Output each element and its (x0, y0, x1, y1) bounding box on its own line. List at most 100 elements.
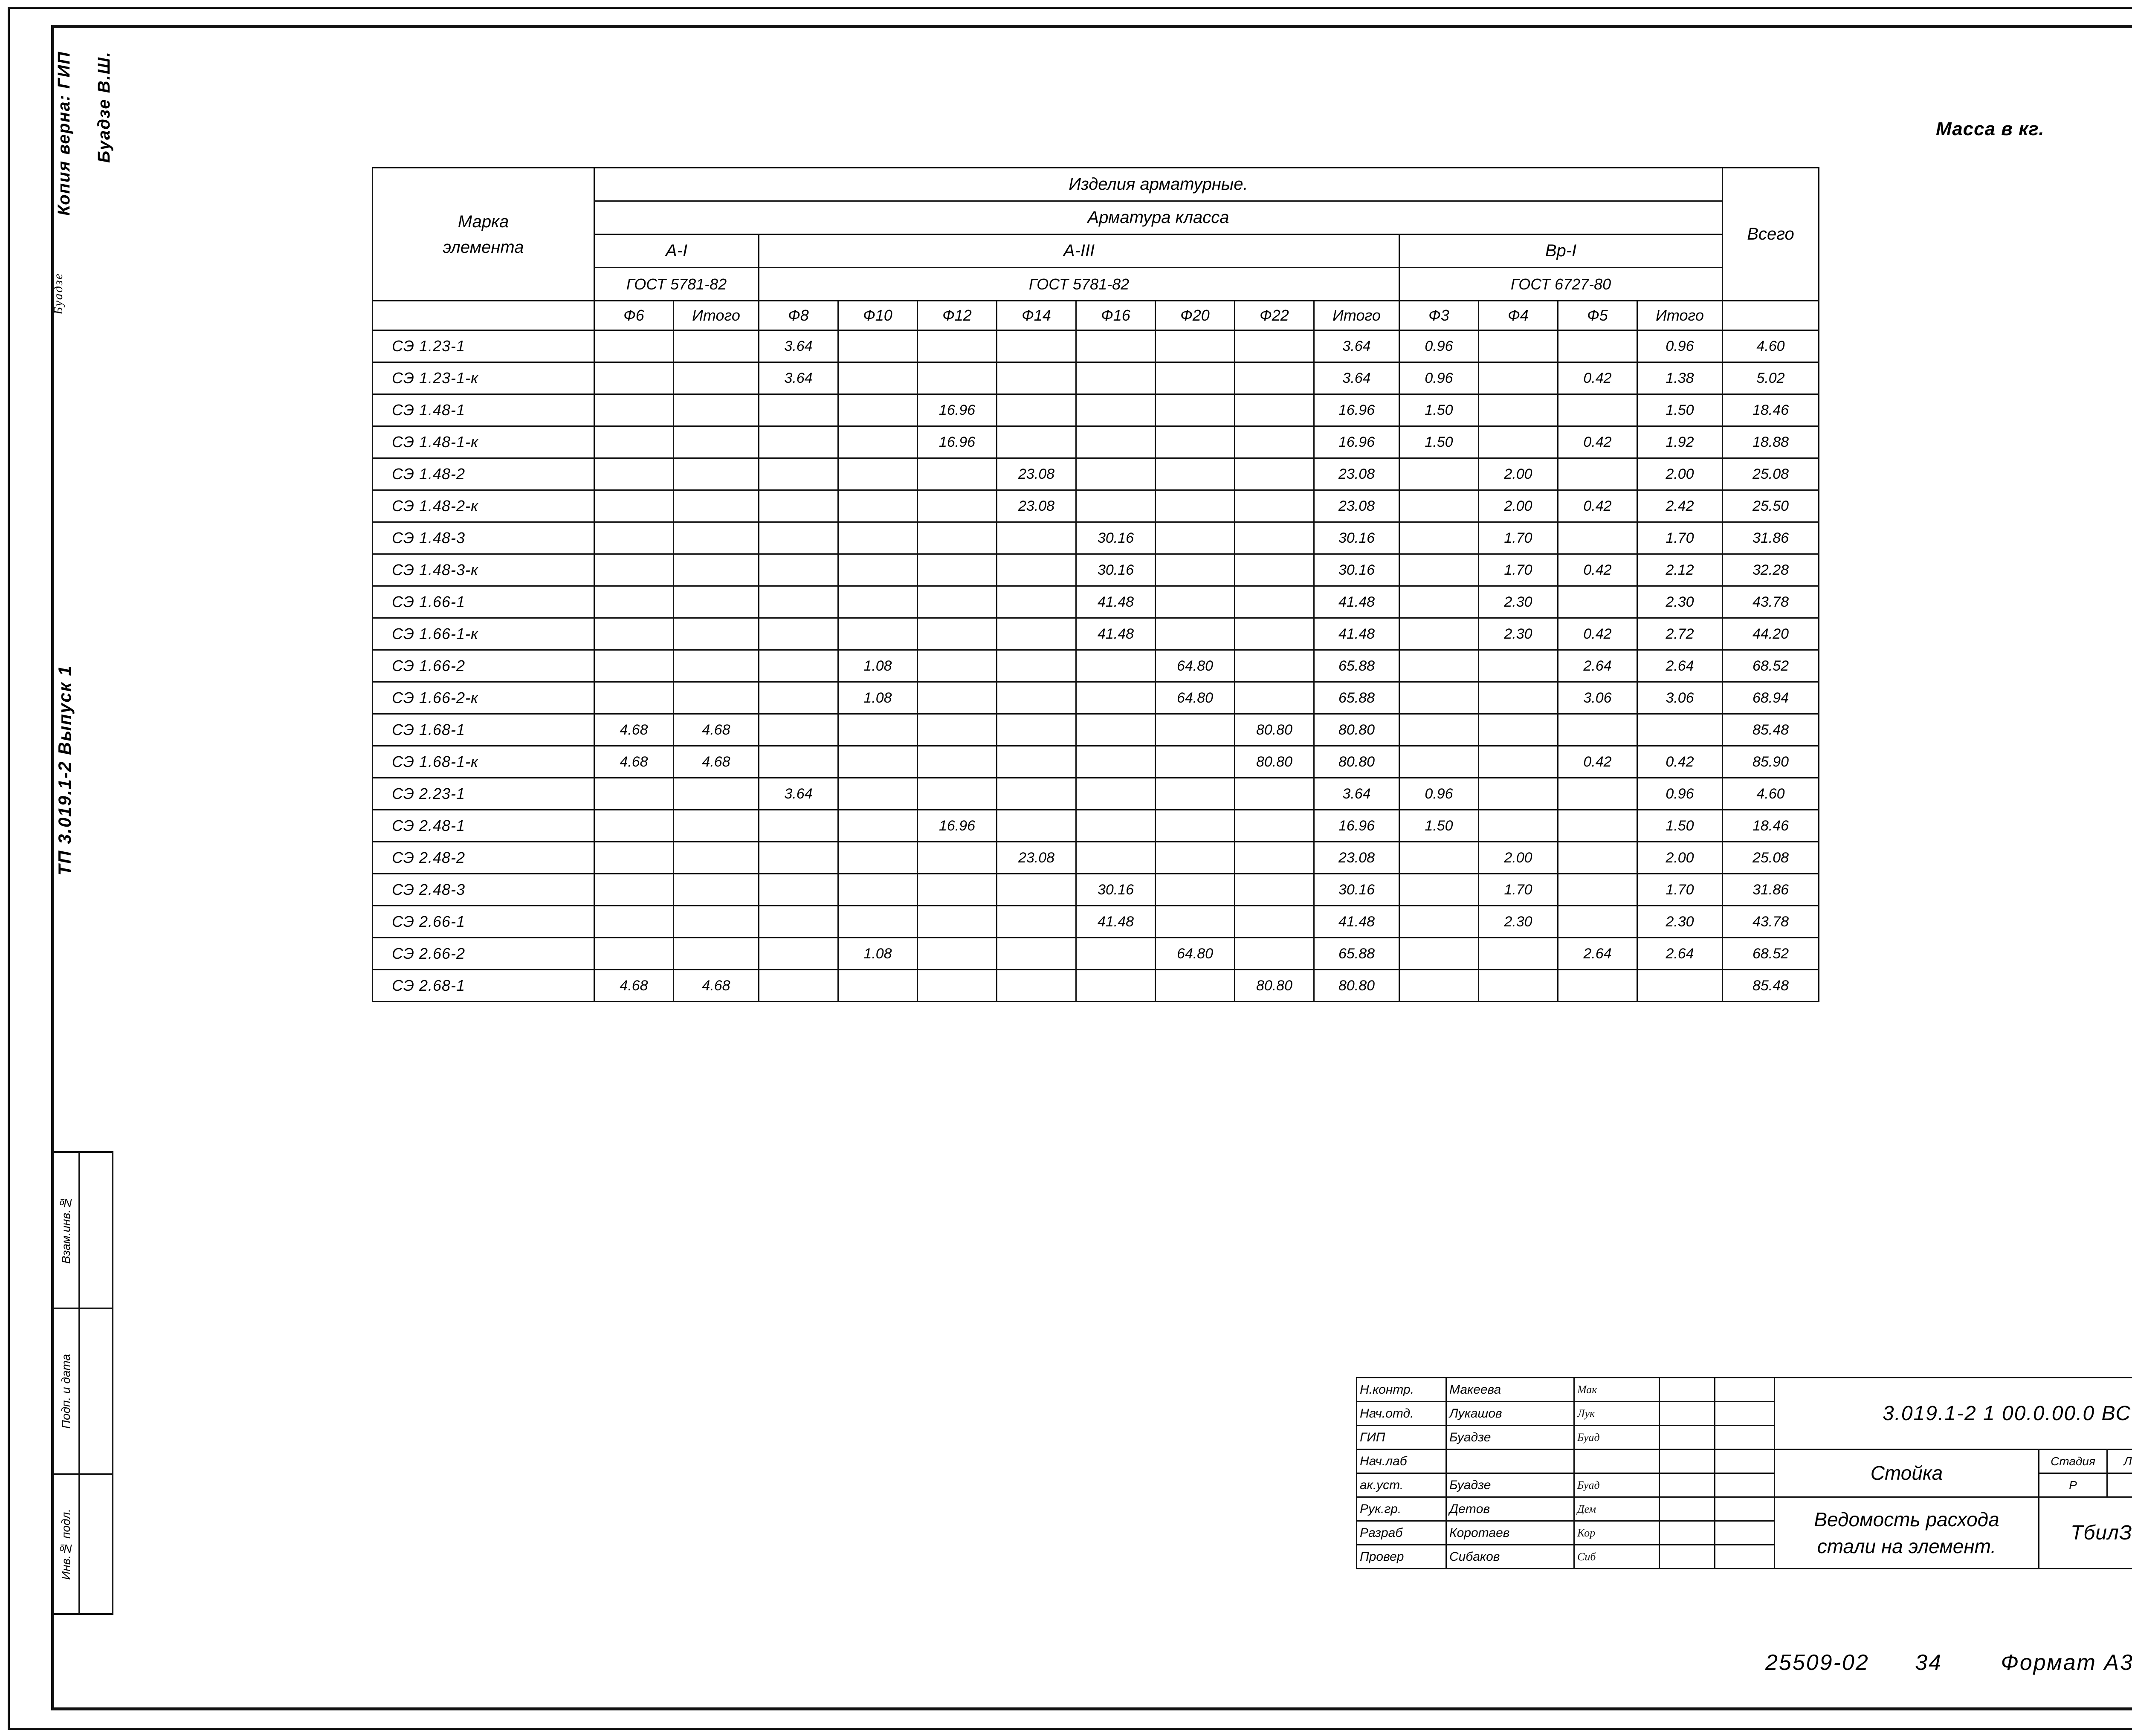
table-row: СЭ 2.48-2 23.08 23.08 2.00 2.00 25.08 (372, 841, 1819, 874)
cell-ф16 (1075, 937, 1156, 970)
cell-итого (673, 809, 759, 842)
cell-ф22 (1234, 873, 1315, 906)
cell-итого: 2.72 (1637, 617, 1723, 651)
cell-ф16: 41.48 (1075, 617, 1156, 651)
cell-ф5 (1557, 713, 1638, 746)
table-row: СЭ 1.68-1 4.68 4.68 80.80 80.80 85.48 (372, 713, 1819, 746)
cell-ф3 (1399, 681, 1479, 715)
cell-итого: 3.64 (1313, 330, 1400, 363)
stage-value: Р (2038, 1473, 2108, 1498)
cell-ф12 (917, 937, 997, 970)
cell-ф6 (594, 777, 674, 810)
title-block-row: Разраб Коротаев Кор (1356, 1520, 2132, 1545)
cell-ф20 (1155, 425, 1235, 459)
stamp-cell-1: Подп. и дата (54, 1309, 112, 1475)
cell-ф3 (1399, 969, 1479, 1002)
cell-ф16: 30.16 (1075, 553, 1156, 587)
name-label-1: Лукашов (1445, 1401, 1575, 1426)
cell-ф16 (1075, 649, 1156, 683)
cell-ф5: 0.42 (1557, 745, 1638, 778)
cell-ф16 (1075, 425, 1156, 459)
signature-3 (1573, 1449, 1660, 1474)
cell-ф6 (594, 937, 674, 970)
cell-ф14: 23.08 (996, 457, 1077, 491)
cell-итого (673, 393, 759, 427)
sheet-value (2106, 1473, 2132, 1498)
cell-итого: 23.08 (1313, 489, 1400, 523)
date-cell-0 (1659, 1377, 1715, 1402)
cell-ф14 (996, 777, 1077, 810)
cell-ф8 (758, 649, 839, 683)
cell-ф20 (1155, 393, 1235, 427)
rev-cell-7 (1714, 1544, 1775, 1569)
sheet-outer-frame (8, 7, 2132, 1730)
cell-ф3 (1399, 713, 1479, 746)
title-block-row: Рук.гр. Деmов Дем Ведомость расхода стали на… (1356, 1496, 2132, 1569)
rev-cell-1 (1714, 1401, 1775, 1426)
cell-итого: 30.16 (1313, 873, 1400, 906)
organization-name: ТбилЗНИИЭП (2038, 1496, 2132, 1569)
document-title-line1: Ведомость расхода (1814, 1508, 1999, 1531)
cell-итого: 4.68 (673, 969, 759, 1002)
table-row: СЭ 1.48-3-к 30.16 30.16 1.70 0.42 2.12 32.28 (372, 553, 1819, 587)
date-cell-2 (1659, 1425, 1715, 1450)
cell-ф3 (1399, 521, 1479, 555)
rev-cell-4 (1714, 1473, 1775, 1498)
cell-ф8 (758, 905, 839, 938)
title-block-row: Нач.отд. Лукашов Лук (1356, 1401, 2132, 1426)
cell-ф5 (1557, 873, 1638, 906)
name-label-5: Деmов (1445, 1496, 1575, 1522)
cell-итого: 23.08 (1313, 457, 1400, 491)
header-class-a3: А-III (758, 234, 1400, 268)
cell-ф20 (1155, 777, 1235, 810)
cell-ф6 (594, 649, 674, 683)
table-row: СЭ 1.48-1 16.96 16.96 1.50 1.50 18.46 (372, 393, 1819, 427)
cell-ф4: 1.70 (1478, 873, 1558, 906)
cell-итого (673, 489, 759, 523)
cell-ф10 (837, 489, 918, 523)
cell-ф5 (1557, 393, 1638, 427)
rev-cell-6 (1714, 1520, 1775, 1545)
cell-ф12 (917, 330, 997, 363)
rev-cell-0 (1714, 1377, 1775, 1402)
cell-ф22 (1234, 585, 1315, 619)
cell-ф6 (594, 905, 674, 938)
cell-ф10 (837, 393, 918, 427)
cell-ф3 (1399, 873, 1479, 906)
copy-signature: Буадзе (51, 273, 65, 315)
row-mark: СЭ 2.66-1 (372, 905, 595, 938)
spec-table-body: СЭ 1.23-1 3.64 3.64 0.96 0.96 4.60 СЭ 1.23-1-к… (372, 330, 1819, 1002)
cell-всего: 31.86 (1722, 873, 1819, 906)
sheet-inner-frame (51, 25, 2132, 1710)
reinforcement-spec-table: Марка элемента Изделия арматурные. Всего… (372, 167, 1819, 1002)
cell-итого (673, 330, 759, 363)
cell-ф16 (1075, 745, 1156, 778)
row-mark: СЭ 1.66-2 (372, 649, 595, 683)
cell-ф10 (837, 713, 918, 746)
cell-ф4: 2.00 (1478, 457, 1558, 491)
cell-ф22 (1234, 649, 1315, 683)
cell-ф12 (917, 841, 997, 874)
cell-итого (673, 362, 759, 395)
cell-ф12 (917, 905, 997, 938)
cell-итого: 41.48 (1313, 905, 1400, 938)
cell-ф10: 1.08 (837, 937, 918, 970)
header-dia-f3: Ф3 (1399, 300, 1479, 331)
rev-cell-3 (1714, 1449, 1775, 1474)
date-cell-4 (1659, 1473, 1715, 1498)
cell-итого: 2.00 (1637, 457, 1723, 491)
cell-всего: 31.86 (1722, 521, 1819, 555)
rev-cell-5 (1714, 1496, 1775, 1522)
cell-ф12: 16.96 (917, 425, 997, 459)
row-mark: СЭ 2.23-1 (372, 777, 595, 810)
cell-итого (673, 873, 759, 906)
stamp-cell-2: Инв.№ подл. (54, 1475, 112, 1613)
cell-ф8 (758, 745, 839, 778)
cell-ф20 (1155, 617, 1235, 651)
cell-итого: 2.42 (1637, 489, 1723, 523)
cell-итого (1637, 969, 1723, 1002)
cell-ф20 (1155, 905, 1235, 938)
document-title-line2: стали на элемент. (1817, 1535, 1996, 1557)
cell-итого: 2.64 (1637, 937, 1723, 970)
cell-ф20 (1155, 489, 1235, 523)
